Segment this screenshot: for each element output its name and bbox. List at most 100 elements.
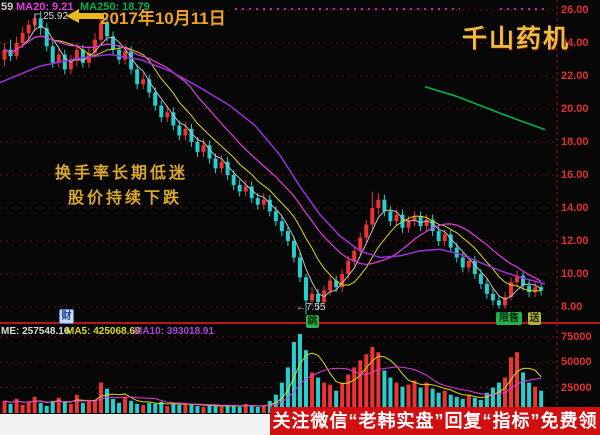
volume-bar xyxy=(442,390,447,413)
volume-bar xyxy=(406,384,411,413)
candle xyxy=(279,221,284,232)
candle xyxy=(515,275,520,283)
candle xyxy=(171,112,176,126)
volume-bar xyxy=(322,382,327,413)
volume-bar xyxy=(490,387,495,413)
volume-bar xyxy=(14,398,19,413)
candle xyxy=(80,49,85,63)
candle xyxy=(159,105,164,118)
volume-bar xyxy=(454,396,459,413)
candle xyxy=(111,36,116,50)
candle xyxy=(370,208,375,225)
volume-bar xyxy=(38,402,43,413)
volume-axis-label: 75000 xyxy=(561,331,592,343)
candle xyxy=(243,186,248,192)
volume-bar xyxy=(352,367,357,413)
candle xyxy=(86,52,91,63)
volume-bar xyxy=(466,394,471,413)
candle xyxy=(527,285,532,293)
candle xyxy=(376,199,381,208)
candle xyxy=(412,216,417,222)
volume-bar xyxy=(98,382,103,413)
volume-legend-me: ME: 257548.16 xyxy=(1,326,70,337)
peak-price-label: 25.92 xyxy=(43,11,69,22)
candle xyxy=(26,24,31,34)
candle xyxy=(472,260,477,274)
volume-bar xyxy=(255,406,260,413)
candle xyxy=(358,237,363,251)
candle xyxy=(195,142,200,152)
volume-bar xyxy=(111,398,116,413)
price-axis-label: 24.00 xyxy=(561,37,589,49)
candle xyxy=(129,51,134,70)
volume-bar xyxy=(297,333,302,413)
volume-bar xyxy=(249,405,254,413)
volume-bar xyxy=(376,352,381,413)
candle xyxy=(92,39,97,53)
volume-bar xyxy=(436,392,441,413)
volume-bar xyxy=(521,372,526,413)
volume-bar xyxy=(68,403,73,413)
volume-bar xyxy=(207,404,212,413)
volume-bar xyxy=(515,352,520,413)
candle xyxy=(490,293,495,301)
candle xyxy=(291,241,296,258)
candle xyxy=(207,145,212,159)
candle xyxy=(316,293,321,303)
volume-bar xyxy=(171,403,176,413)
candle xyxy=(484,283,489,294)
price-axis-label: 18.00 xyxy=(561,136,589,148)
volume-ma-lines xyxy=(4,352,542,407)
volume-bar xyxy=(509,357,514,413)
volume-bar xyxy=(92,400,97,413)
candle xyxy=(255,198,260,205)
candle xyxy=(177,125,182,136)
candle xyxy=(418,216,423,227)
candle xyxy=(273,211,278,222)
price-axis-label: 8.00 xyxy=(561,301,583,313)
volume-bar xyxy=(370,347,375,413)
price-axis-label: 16.00 xyxy=(561,169,589,181)
candle xyxy=(382,199,387,212)
candle xyxy=(183,128,188,136)
legend-fragment: 59 xyxy=(1,1,14,13)
wechat-promo-banner[interactable]: 关注微信“老韩实盘”回复“指标”免费领 xyxy=(270,407,600,435)
volume-bar xyxy=(304,350,308,413)
candle xyxy=(460,257,465,268)
annotation-line2: 股价持续下跌 xyxy=(68,190,183,207)
candle xyxy=(340,274,345,288)
volume-bar xyxy=(135,403,140,413)
volume-bar xyxy=(346,374,351,413)
candle xyxy=(297,257,302,278)
candle xyxy=(68,61,73,70)
candle xyxy=(38,18,43,29)
volume-bar xyxy=(201,406,206,413)
candle xyxy=(442,234,447,241)
volume-bar xyxy=(460,398,465,413)
candle xyxy=(466,260,471,268)
volume-bar xyxy=(334,390,339,413)
volume-bar xyxy=(539,390,544,413)
volume-bar xyxy=(123,396,128,413)
candle xyxy=(135,69,140,85)
volume-bar xyxy=(86,399,91,413)
candle xyxy=(533,287,538,293)
volume-bar xyxy=(364,354,369,413)
volume-bar xyxy=(195,405,200,413)
candle xyxy=(213,158,218,169)
candle xyxy=(454,247,459,258)
gap-badge: 跳 xyxy=(306,315,319,328)
volume-axis-label: 25000 xyxy=(561,381,592,394)
restricted-shares-badge: 限售 xyxy=(496,312,522,325)
volume-bar xyxy=(310,372,315,413)
price-axis-label: 14.00 xyxy=(561,202,589,214)
volume-legend-ma5: MA5: 425068.69 xyxy=(66,326,141,337)
candle xyxy=(352,250,357,261)
candle xyxy=(430,219,435,232)
volume-bar xyxy=(533,386,538,413)
volume-bar xyxy=(32,396,37,413)
volume-bar xyxy=(147,402,152,413)
candle xyxy=(165,112,170,118)
price-axis-label: 10.00 xyxy=(561,268,589,280)
